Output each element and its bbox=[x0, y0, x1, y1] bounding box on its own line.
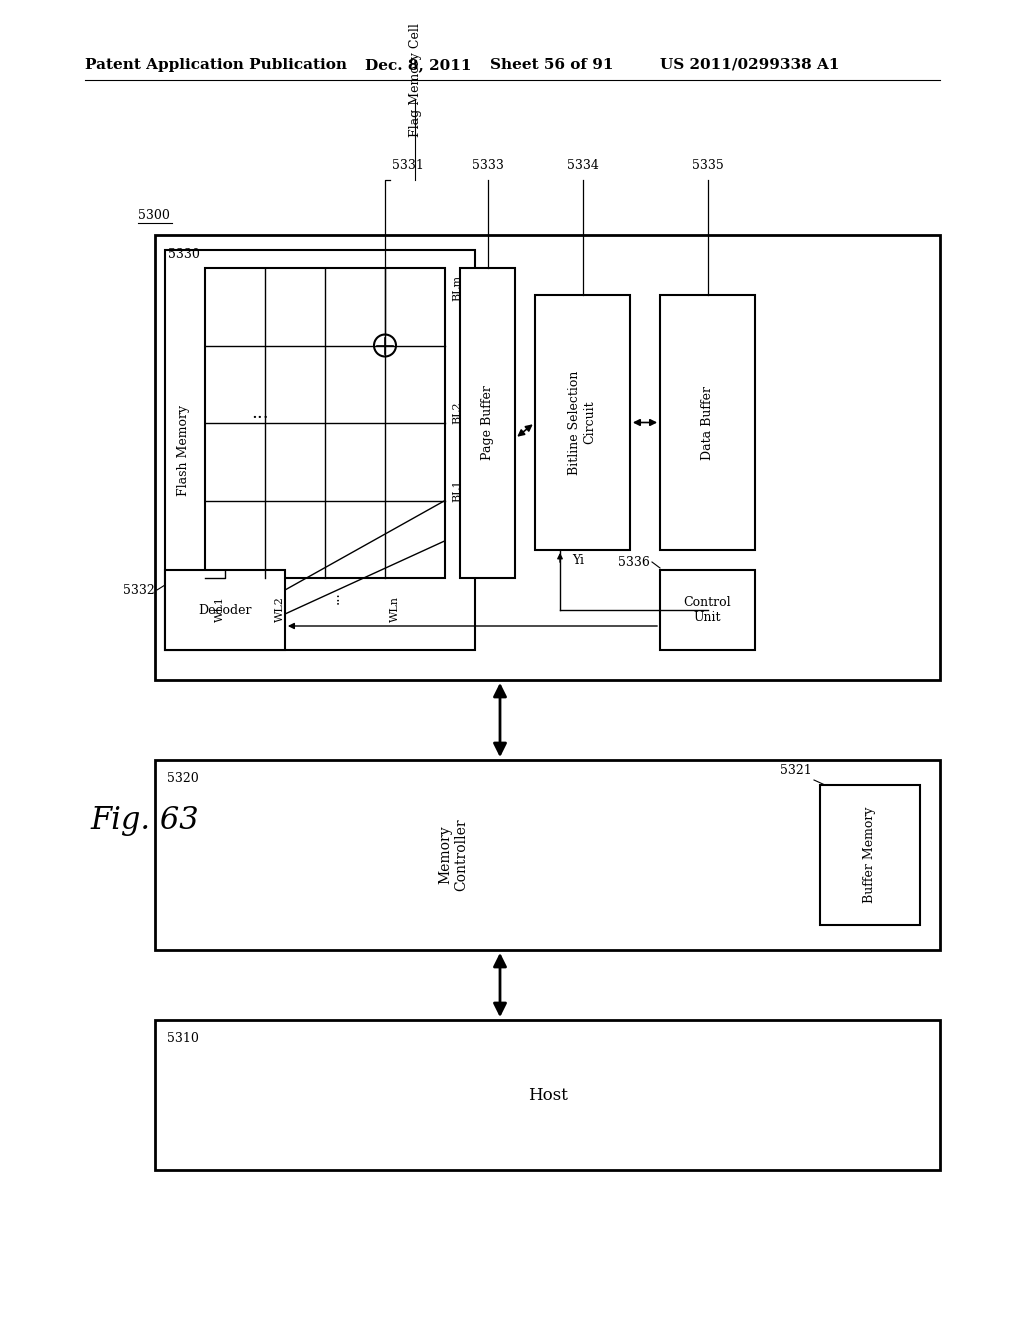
Text: ...: ... bbox=[328, 591, 342, 603]
Text: WL2: WL2 bbox=[275, 597, 285, 622]
Text: 5336: 5336 bbox=[618, 556, 650, 569]
Bar bbox=[155, 235, 940, 680]
Text: 5332: 5332 bbox=[123, 583, 155, 597]
Text: BLm: BLm bbox=[452, 275, 462, 301]
Bar bbox=[660, 294, 755, 550]
Text: Yi: Yi bbox=[572, 553, 584, 566]
Text: Memory
Controller: Memory Controller bbox=[438, 818, 468, 891]
Text: ...: ... bbox=[251, 404, 269, 422]
Text: Bitline Selection
Circuit: Bitline Selection Circuit bbox=[568, 371, 597, 475]
Bar bbox=[820, 785, 920, 925]
Bar bbox=[165, 570, 285, 649]
Text: 5330: 5330 bbox=[168, 248, 200, 261]
Text: Page Buffer: Page Buffer bbox=[481, 385, 494, 461]
Bar bbox=[155, 760, 940, 950]
Text: 5334: 5334 bbox=[566, 158, 598, 172]
Text: WL1: WL1 bbox=[215, 597, 225, 622]
Text: Host: Host bbox=[527, 1086, 567, 1104]
Text: WLn: WLn bbox=[390, 597, 400, 622]
Text: Flash Memory: Flash Memory bbox=[176, 404, 189, 495]
Text: Data Buffer: Data Buffer bbox=[701, 385, 714, 459]
Text: 5331: 5331 bbox=[392, 158, 424, 172]
Text: 5335: 5335 bbox=[691, 158, 723, 172]
Text: BL1: BL1 bbox=[452, 479, 462, 502]
Text: Sheet 56 of 91: Sheet 56 of 91 bbox=[490, 58, 613, 73]
Text: BL2: BL2 bbox=[452, 401, 462, 424]
Bar bbox=[660, 570, 755, 649]
Bar bbox=[460, 268, 515, 578]
Text: 5333: 5333 bbox=[472, 158, 504, 172]
Text: Decoder: Decoder bbox=[199, 603, 252, 616]
Text: Fig. 63: Fig. 63 bbox=[90, 804, 199, 836]
Text: ...: ... bbox=[451, 339, 464, 351]
Text: Patent Application Publication: Patent Application Publication bbox=[85, 58, 347, 73]
Text: US 2011/0299338 A1: US 2011/0299338 A1 bbox=[660, 58, 840, 73]
Text: Control
Unit: Control Unit bbox=[684, 597, 731, 624]
Text: Buffer Memory: Buffer Memory bbox=[863, 807, 877, 903]
Text: 5310: 5310 bbox=[167, 1032, 199, 1045]
Text: 5320: 5320 bbox=[167, 772, 199, 785]
Text: Flag Memory Cell: Flag Memory Cell bbox=[409, 22, 422, 137]
Text: 5321: 5321 bbox=[780, 764, 812, 777]
Bar bbox=[155, 1020, 940, 1170]
Text: 5300: 5300 bbox=[138, 209, 170, 222]
Bar bbox=[535, 294, 630, 550]
Text: Dec. 8, 2011: Dec. 8, 2011 bbox=[365, 58, 471, 73]
Bar bbox=[205, 268, 445, 578]
Bar bbox=[165, 249, 475, 649]
